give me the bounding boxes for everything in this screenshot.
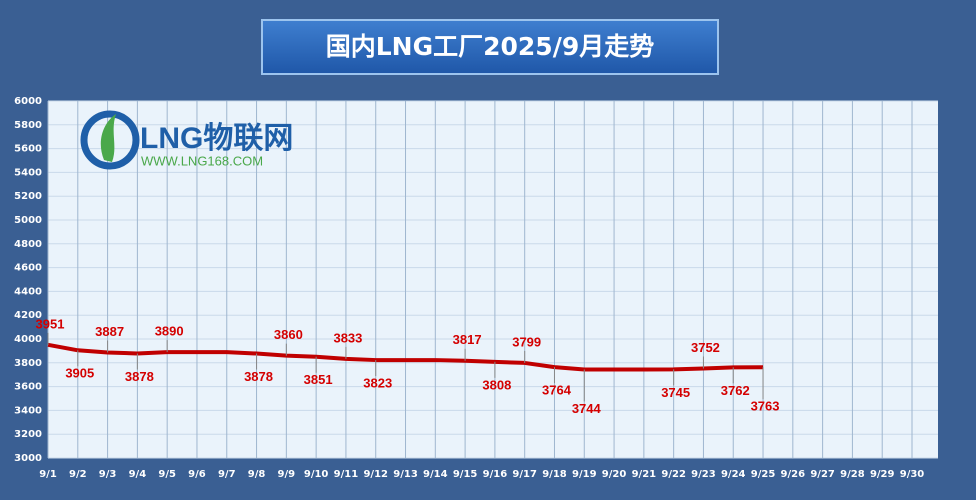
x-tick-label: 9/5	[158, 469, 176, 480]
y-tick-label: 3200	[14, 429, 42, 440]
value-label: 3808	[482, 377, 511, 392]
value-label: 3951	[36, 316, 65, 331]
y-tick-label: 6000	[14, 96, 42, 107]
y-tick-label: 4400	[14, 286, 42, 297]
value-label: 3890	[155, 324, 184, 339]
y-tick-label: 5600	[14, 144, 42, 155]
value-label: 3887	[95, 324, 124, 339]
x-tick-label: 9/27	[810, 469, 835, 480]
value-label: 3745	[661, 385, 690, 400]
y-tick-label: 5000	[14, 215, 42, 226]
x-tick-label: 9/14	[423, 469, 448, 480]
x-tick-label: 9/21	[632, 469, 657, 480]
x-tick-label: 9/29	[870, 469, 895, 480]
x-tick-label: 9/10	[304, 469, 329, 480]
x-tick-label: 9/8	[248, 469, 266, 480]
x-tick-label: 9/3	[99, 469, 117, 480]
y-tick-label: 4600	[14, 263, 42, 274]
value-label: 3763	[751, 399, 780, 414]
x-tick-label: 9/9	[278, 469, 296, 480]
x-tick-label: 9/6	[188, 469, 206, 480]
y-tick-label: 5800	[14, 120, 42, 131]
plot-area	[48, 101, 938, 458]
value-label: 3823	[363, 376, 392, 391]
chart-title: 国内LNG工厂2025/9月走势	[326, 32, 654, 61]
x-tick-label: 9/22	[661, 469, 686, 480]
value-label: 3744	[572, 401, 602, 416]
x-tick-label: 9/11	[334, 469, 359, 480]
y-tick-label: 3600	[14, 382, 42, 393]
x-tick-label: 9/13	[393, 469, 418, 480]
x-tick-label: 9/19	[572, 469, 597, 480]
value-label: 3817	[453, 332, 482, 347]
x-tick-label: 9/24	[721, 469, 746, 480]
x-tick-label: 9/25	[751, 469, 776, 480]
x-tick-label: 9/26	[781, 469, 806, 480]
value-label: 3851	[304, 372, 333, 387]
x-tick-label: 9/18	[542, 469, 567, 480]
x-tick-label: 9/15	[453, 469, 478, 480]
logo: LNG物联网 WWW.LNG168.COM	[80, 110, 293, 170]
x-tick-label: 9/16	[483, 469, 508, 480]
x-tick-label: 9/23	[691, 469, 716, 480]
value-label: 3833	[333, 330, 362, 345]
value-label: 3905	[65, 366, 94, 381]
logo-url: WWW.LNG168.COM	[141, 153, 263, 168]
x-tick-label: 9/7	[218, 469, 236, 480]
value-label: 3860	[274, 327, 303, 342]
y-tick-label: 3000	[14, 453, 42, 464]
x-tick-label: 9/4	[129, 469, 147, 480]
x-tick-label: 9/17	[512, 469, 537, 480]
y-tick-label: 3800	[14, 358, 42, 369]
x-tick-label: 9/28	[840, 469, 865, 480]
y-tick-label: 3400	[14, 405, 42, 416]
x-tick-label: 9/2	[69, 469, 87, 480]
title-box	[261, 19, 719, 75]
value-label: 3764	[542, 383, 572, 398]
x-tick-label: 9/20	[602, 469, 627, 480]
y-tick-label: 4000	[14, 334, 42, 345]
value-label: 3799	[512, 334, 541, 349]
x-tick-label: 9/30	[900, 469, 925, 480]
y-tick-label: 4800	[14, 239, 42, 250]
x-tick-label: 9/1	[39, 469, 57, 480]
y-tick-label: 4200	[14, 310, 42, 321]
logo-name: LNG物联网	[140, 122, 293, 155]
value-label: 3762	[721, 383, 750, 398]
value-label: 3878	[125, 369, 154, 384]
y-tick-label: 5200	[14, 191, 42, 202]
value-label: 3752	[691, 340, 720, 355]
value-label: 3878	[244, 369, 273, 384]
y-tick-label: 5400	[14, 167, 42, 178]
x-tick-label: 9/12	[363, 469, 388, 480]
